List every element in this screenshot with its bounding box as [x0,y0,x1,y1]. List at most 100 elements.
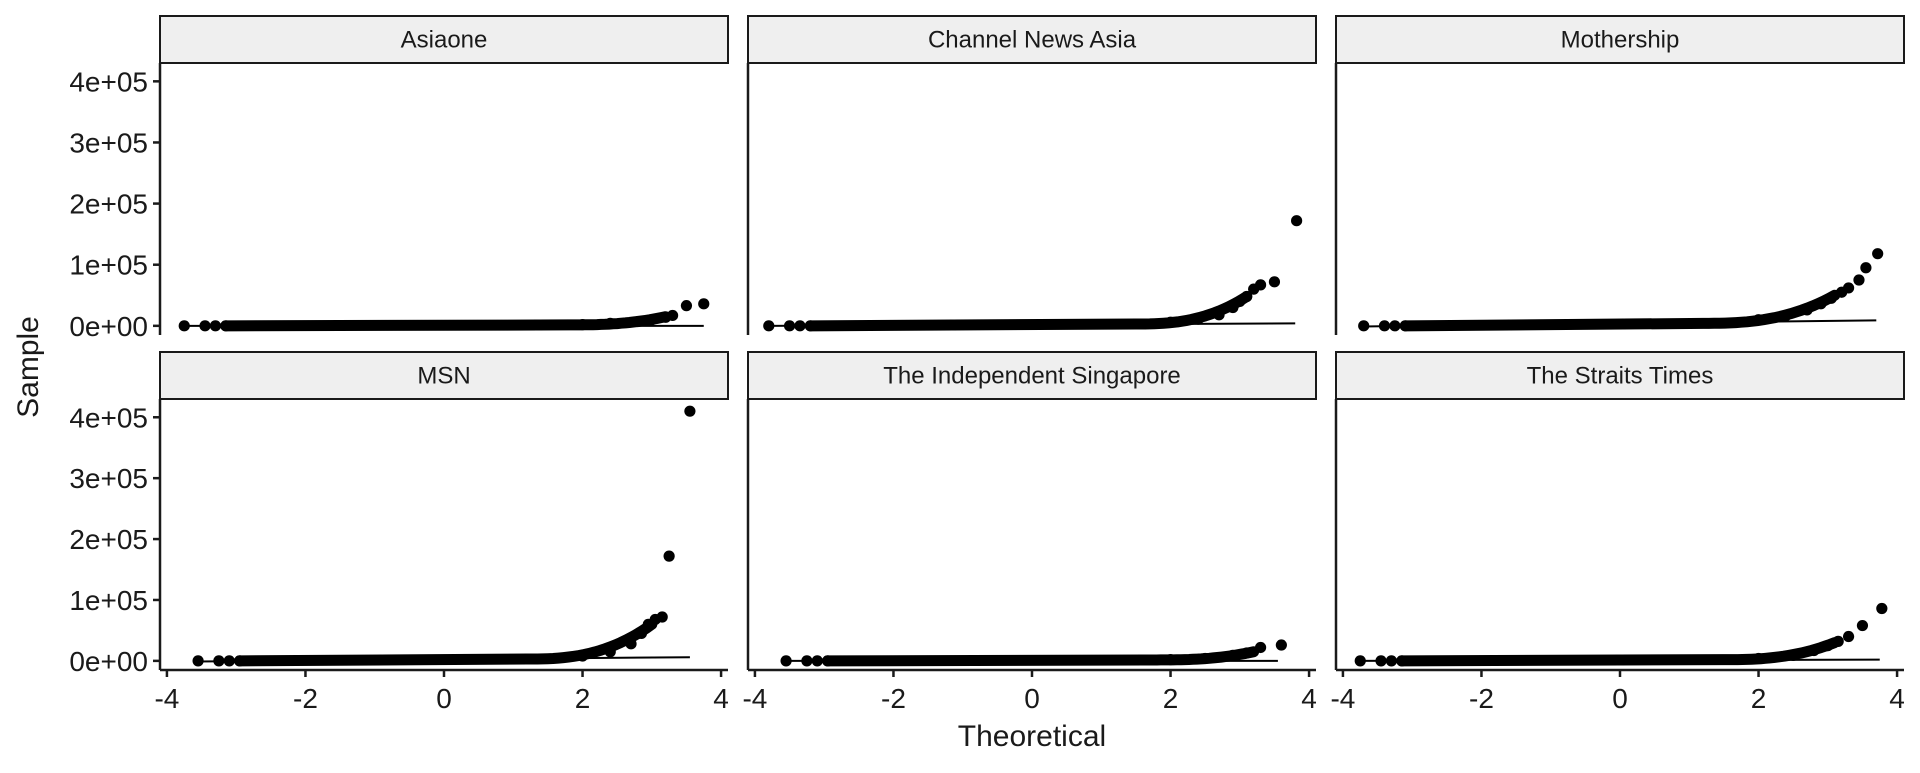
y-tick-label: 4e+05 [69,402,148,433]
qq-point-cloud [220,311,672,332]
y-tick-label: 1e+05 [69,250,148,281]
qq-point [1842,282,1855,294]
x-tick-label: 2 [1163,683,1179,714]
y-tick-label: 1e+05 [69,585,148,616]
qq-point [632,315,644,328]
x-tick-label: -4 [742,683,767,714]
qq-point [1385,655,1398,667]
qq-point [635,627,648,640]
y-tick-label: 0e+00 [69,646,148,677]
qq-point [1856,619,1869,632]
qq-point [1389,320,1401,332]
qq-point-cloud [1399,289,1841,332]
qq-point [1227,649,1239,661]
qq-point [1291,215,1303,227]
facet-strip [159,15,729,64]
qq-point [698,298,710,310]
qq-point [811,655,823,667]
x-tick-label: 2 [1751,683,1767,714]
qq-point-cloud [804,291,1253,332]
x-tick-label: -2 [1469,683,1494,714]
qq-point [1275,639,1287,651]
qq-point [1254,279,1267,291]
qq-point [625,638,637,650]
qq-point [1254,641,1267,654]
x-tick-label: -2 [293,683,318,714]
qq-point [680,300,693,312]
x-tick-label: 0 [1024,683,1040,714]
qq-point [1872,248,1884,260]
qq-point [1399,320,1411,332]
qq-point [1192,313,1204,325]
facet-strip [747,351,1317,400]
x-tick-label: 0 [436,683,452,714]
qq-point [1241,647,1253,659]
x-tick-label: 2 [575,683,591,714]
qq-point [220,320,232,332]
qq-point [804,320,816,332]
y-tick-label: 3e+05 [69,127,148,158]
qq-point [1375,655,1387,667]
qq-point [1213,309,1225,321]
qq-point [684,405,696,417]
qq-point [1378,320,1391,332]
qq-point [1832,635,1844,647]
qq-point [604,646,616,658]
facet-strip [159,351,729,400]
y-tick-label: 2e+05 [69,524,148,555]
facet-strip-label: Mothership [1561,27,1680,54]
qq-point [604,317,616,329]
y-tick-label: 2e+05 [69,189,148,220]
facet-strip-label: MSN [417,363,470,390]
facet-strip [1335,15,1905,64]
qq-point [663,550,675,562]
facet-strip-label: The Straits Times [1527,363,1714,390]
qq-point [1752,314,1765,326]
qq-point [1752,652,1765,665]
x-tick-label: 0 [1612,683,1628,714]
qq-point [199,320,211,332]
qq-point [223,655,235,667]
y-tick-label: 4e+05 [69,66,148,97]
qq-point [1822,640,1834,652]
qq-point-cloud [822,646,1260,667]
x-axis-title: Theoretical [958,720,1106,753]
qq-point [234,655,246,667]
qq-point [576,319,589,331]
x-tick-label: -4 [154,683,179,714]
qq-point [1808,644,1820,657]
qq-point [646,314,658,326]
qq-point [666,309,679,322]
qq-point [1860,262,1872,274]
qq-point [1825,292,1837,304]
y-tick-label: 3e+05 [69,463,148,494]
x-tick-label: 4 [1889,683,1905,714]
qq-point [192,655,204,667]
qq-point [1787,649,1799,661]
qq-point [178,320,190,332]
x-tick-label: 4 [713,683,729,714]
qq-point [1241,290,1253,303]
qq-point [1780,309,1792,322]
facet-strip-label: The Independent Singapore [883,363,1181,390]
qq-point [1396,655,1408,667]
qq-point [822,655,834,667]
qq-point-cloud [1396,637,1841,667]
qq-point [1801,304,1813,316]
qq-point [576,650,589,662]
qq-point [1842,630,1855,643]
facet-strip-label: Channel News Asia [928,27,1137,54]
qq-point [656,611,668,623]
qq-point [1853,274,1865,286]
qq-point [209,320,222,332]
facet-strip [1335,351,1905,400]
x-tick-label: 4 [1301,683,1317,714]
qq-point [1876,602,1888,615]
qq-point [1815,298,1827,310]
qq-point [1354,655,1366,667]
qq-point [1164,654,1177,666]
qq-point [213,655,225,667]
qq-point-cloud [234,618,658,667]
